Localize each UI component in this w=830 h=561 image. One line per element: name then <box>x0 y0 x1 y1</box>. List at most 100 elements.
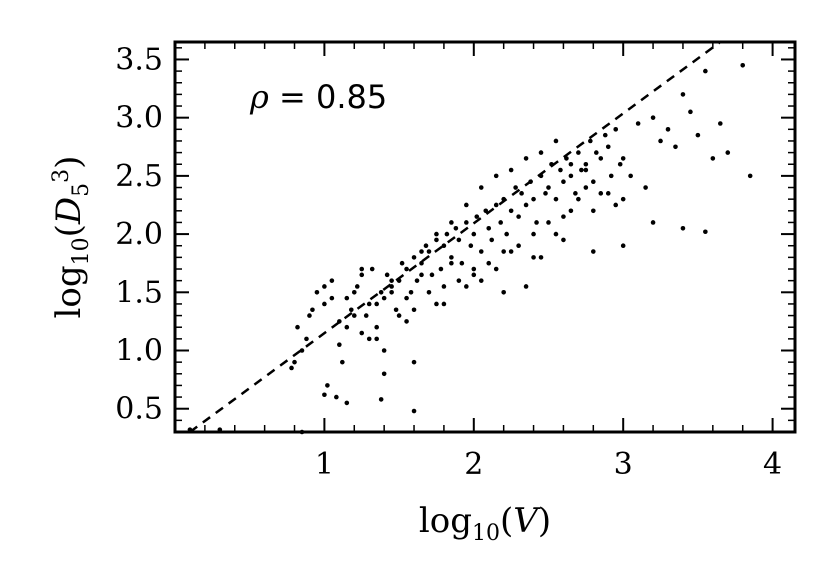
data-point <box>553 196 559 202</box>
data-points <box>187 62 753 435</box>
data-point <box>381 348 387 353</box>
data-point <box>504 231 509 237</box>
data-point <box>289 365 294 371</box>
data-point <box>486 225 492 231</box>
data-point <box>583 185 589 190</box>
data-point <box>478 185 484 190</box>
data-point <box>598 156 604 161</box>
data-point <box>519 191 524 196</box>
y-axis-title-base: log <box>49 265 89 318</box>
data-point <box>628 173 633 179</box>
data-point <box>389 289 394 295</box>
data-point <box>396 278 402 283</box>
x-axis-title-sub: 10 <box>472 521 500 546</box>
data-point <box>464 220 469 225</box>
data-point <box>591 179 596 185</box>
data-point <box>501 196 506 202</box>
data-point <box>393 307 399 313</box>
data-point <box>591 208 596 214</box>
data-point <box>725 150 731 155</box>
data-point <box>493 173 499 179</box>
data-point <box>348 307 354 313</box>
data-point <box>471 266 477 272</box>
data-point <box>617 161 623 167</box>
x-tick-label: 4 <box>763 447 782 482</box>
data-point <box>337 342 342 347</box>
data-point <box>468 243 474 249</box>
tick-labels: 1 2 3 4 0.5 1.0 1.5 2.0 2.5 3.0 3.5 <box>115 42 782 482</box>
data-point <box>292 359 297 365</box>
data-point <box>583 167 589 173</box>
data-point <box>295 324 300 330</box>
data-point <box>329 295 335 301</box>
data-point <box>419 260 424 266</box>
data-point <box>337 319 342 324</box>
data-point <box>426 289 432 295</box>
data-point <box>583 161 589 167</box>
data-point <box>426 249 432 254</box>
fit-line <box>189 40 722 434</box>
data-point <box>359 330 365 336</box>
data-point <box>399 260 405 266</box>
x-axis-title-base: log <box>419 501 472 541</box>
data-point <box>384 272 390 278</box>
data-point <box>493 202 499 208</box>
x-tick-label: 2 <box>464 447 483 482</box>
data-point <box>322 301 327 307</box>
data-point <box>304 336 309 342</box>
data-point <box>543 191 548 196</box>
data-point <box>650 220 656 225</box>
data-point <box>501 249 506 254</box>
data-point <box>538 150 544 155</box>
data-point <box>444 231 450 237</box>
data-point <box>478 249 484 254</box>
data-point <box>680 225 686 231</box>
y-tick-label: 0.5 <box>115 392 163 427</box>
data-point <box>456 278 462 283</box>
data-point <box>441 301 447 307</box>
data-point <box>594 150 599 155</box>
data-point <box>688 109 693 115</box>
data-point <box>523 156 529 161</box>
data-point <box>546 185 551 190</box>
data-point <box>680 92 686 97</box>
data-point <box>513 185 518 190</box>
data-point <box>411 359 417 365</box>
data-point <box>449 255 454 260</box>
data-point <box>516 214 521 219</box>
data-point <box>423 243 429 249</box>
data-point <box>478 278 484 283</box>
data-point <box>613 127 619 132</box>
data-point <box>344 324 350 330</box>
data-point <box>579 167 584 173</box>
y-tick-label: 3.5 <box>115 42 163 77</box>
data-point <box>419 272 424 278</box>
data-point <box>411 307 417 313</box>
data-point <box>531 231 536 237</box>
data-point <box>366 336 372 342</box>
y-tick-label: 2.5 <box>115 159 163 194</box>
data-point <box>747 173 753 179</box>
data-point <box>620 196 626 202</box>
data-point <box>718 121 723 126</box>
data-point <box>576 196 581 202</box>
data-point <box>464 202 469 208</box>
data-point <box>564 156 569 161</box>
data-point <box>549 161 554 167</box>
data-point <box>351 313 357 318</box>
x-tick-label: 1 <box>315 447 334 482</box>
data-point <box>546 220 551 225</box>
data-point <box>366 301 372 307</box>
data-point <box>438 266 444 272</box>
data-point <box>573 191 578 196</box>
data-point <box>598 191 604 196</box>
data-point <box>381 371 387 377</box>
data-point <box>404 266 409 272</box>
data-point <box>414 278 420 283</box>
data-point <box>354 284 360 289</box>
data-point <box>501 289 506 295</box>
data-point <box>523 202 529 208</box>
ticks <box>175 42 795 432</box>
data-point <box>531 255 536 260</box>
